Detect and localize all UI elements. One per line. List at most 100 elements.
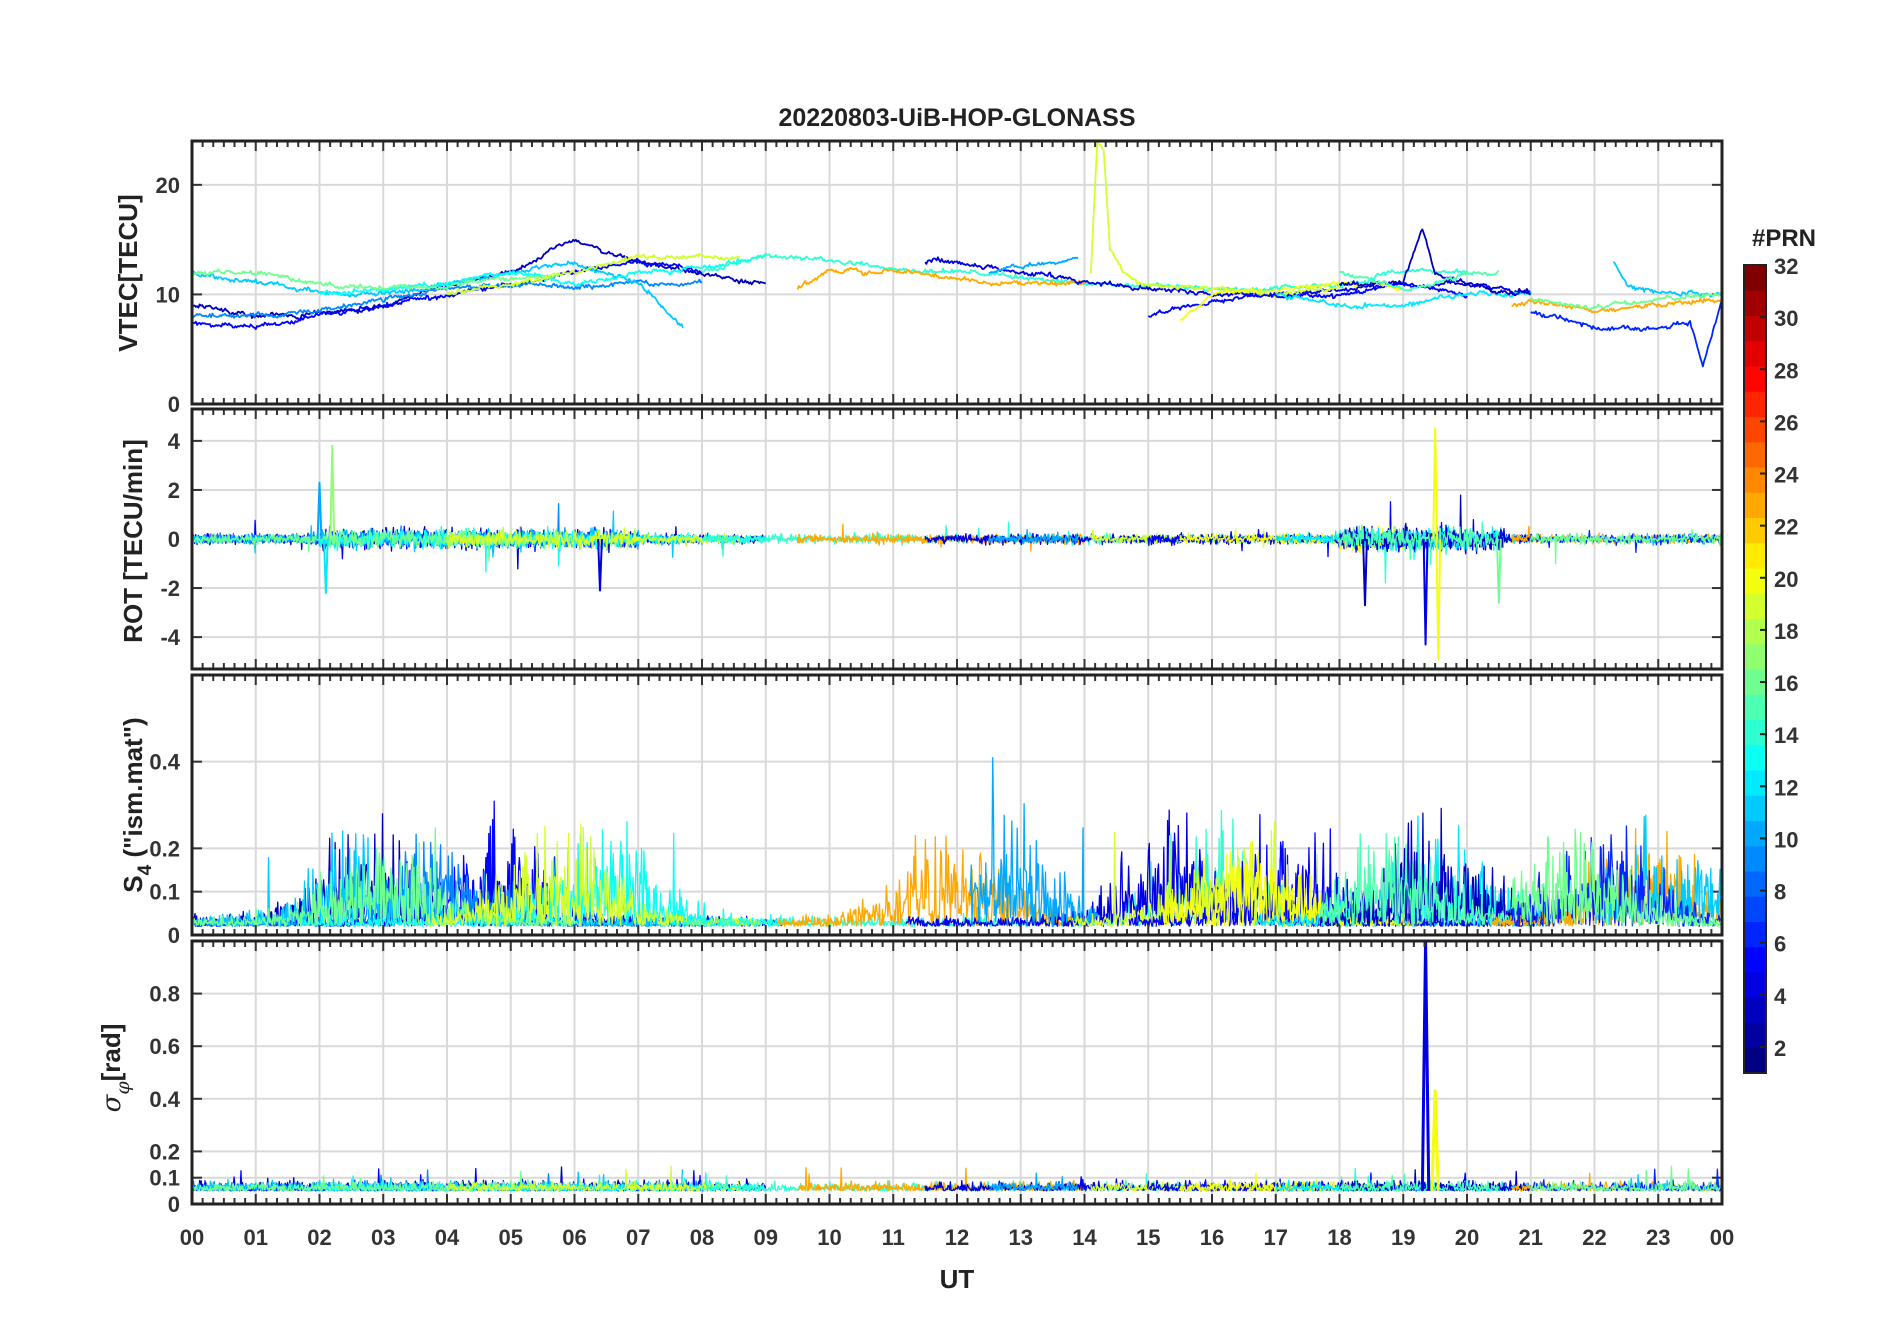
vtec-line-prn-16 bbox=[1530, 292, 1722, 311]
colorbar-segment bbox=[1744, 871, 1766, 897]
vtec-line-prn-19 bbox=[1090, 141, 1341, 299]
colorbar-segment bbox=[1744, 467, 1766, 493]
colorbar-segment bbox=[1744, 896, 1766, 922]
axes-frame-vtec bbox=[190, 139, 1724, 406]
colorbar-segment bbox=[1744, 265, 1766, 291]
colorbar-segment bbox=[1744, 643, 1766, 670]
x-tick-label: 00 bbox=[180, 1225, 204, 1250]
x-tick-label: 04 bbox=[435, 1225, 460, 1250]
y-tick-label-vtec: 20 bbox=[156, 173, 180, 198]
y-tick-label-rot: -2 bbox=[160, 576, 180, 601]
y-tick-label-sigma: 0.6 bbox=[149, 1034, 180, 1059]
colorbar-tick-label: 18 bbox=[1774, 619, 1798, 644]
vtec-line-prn-6 bbox=[1530, 299, 1722, 368]
panel-vtec: 0 10 20 bbox=[156, 139, 1724, 417]
y-tick-label-vtec: 0 bbox=[168, 392, 180, 417]
x-tick-label: 06 bbox=[562, 1225, 586, 1250]
y-tick-label-sigma: 0.2 bbox=[149, 1139, 180, 1164]
vtec-line-prn-23 bbox=[796, 266, 1086, 290]
y-tick-label-rot: -4 bbox=[160, 625, 180, 650]
rot-spike-prn-4 bbox=[597, 538, 603, 592]
colorbar-tick-label: 22 bbox=[1774, 515, 1798, 540]
colorbar-tick-label: 30 bbox=[1774, 306, 1798, 331]
x-tick-label: 10 bbox=[817, 1225, 841, 1250]
x-tick-label: 02 bbox=[307, 1225, 331, 1250]
x-axis-label: UT bbox=[940, 1264, 975, 1294]
colorbar-tick-label: 20 bbox=[1774, 567, 1798, 592]
colorbar-segment bbox=[1744, 391, 1766, 417]
sigma-line-prn-19 bbox=[446, 1165, 741, 1192]
y-tick-label-sigma: 0.8 bbox=[149, 982, 180, 1007]
rot-spike-prn-20 bbox=[1432, 427, 1439, 540]
x-tick-label: 20 bbox=[1455, 1225, 1479, 1250]
sigma-line-prn-15 bbox=[1339, 1173, 1500, 1192]
x-tick-labels: 00 01 02 03 04 05 06 07 08 09 10 11 12 13 14 15 16 17 18 19… bbox=[180, 1225, 1734, 1250]
x-tick-label: 01 bbox=[244, 1225, 268, 1250]
rot-spike-prn-4 bbox=[1422, 538, 1429, 646]
colorbar-tick-label: 4 bbox=[1774, 984, 1787, 1009]
x-tick-label: 09 bbox=[754, 1225, 778, 1250]
x-tick-label: 11 bbox=[882, 1225, 905, 1250]
y-tick-label-sigma: 0.4 bbox=[149, 1087, 180, 1112]
colorbar-segment bbox=[1744, 921, 1766, 948]
series-group-vtec bbox=[192, 141, 1722, 368]
rot-spike-prn-17 bbox=[329, 444, 336, 540]
panel-s4: 0 0.1 0.2 0.4 bbox=[149, 673, 1724, 948]
colorbar-segment bbox=[1744, 593, 1766, 619]
x-tick-label: 22 bbox=[1582, 1225, 1606, 1250]
rot-line-prn-16 bbox=[1530, 528, 1722, 565]
colorbar-tick-label: 2 bbox=[1774, 1036, 1786, 1061]
x-tick-label: 07 bbox=[626, 1225, 650, 1250]
colorbar-tick-label: 24 bbox=[1774, 463, 1799, 488]
colorbar-segment bbox=[1744, 845, 1766, 872]
colorbar-tick-label: 32 bbox=[1774, 254, 1798, 279]
x-tick-label: 15 bbox=[1136, 1225, 1160, 1250]
vtec-line-prn-23 bbox=[1511, 297, 1722, 314]
x-tick-label: 21 bbox=[1519, 1225, 1543, 1250]
colorbar-segment bbox=[1744, 770, 1766, 796]
colorbar-title: #PRN bbox=[1752, 225, 1816, 252]
vtec-line-prn-10 bbox=[988, 256, 1079, 275]
axes-frame-rot bbox=[190, 407, 1724, 671]
rot-line-prn-19 bbox=[446, 526, 741, 551]
sigma-line-prn-16 bbox=[1530, 1165, 1722, 1192]
colorbar-segment bbox=[1744, 669, 1766, 695]
x-tick-label: 12 bbox=[945, 1225, 969, 1250]
colorbar-segment bbox=[1744, 1022, 1766, 1049]
colorbar-segment bbox=[1744, 568, 1766, 594]
y-tick-label-sigma: 0.1 bbox=[149, 1166, 180, 1191]
colorbar-tick-label: 6 bbox=[1774, 932, 1786, 957]
rot-spike-prn-20 bbox=[1435, 538, 1442, 661]
colorbar-tick-label: 10 bbox=[1774, 827, 1798, 852]
panel-sigma: 00.10.2 0.4 0.6 0.8 bbox=[149, 939, 1724, 1217]
colorbar-segment bbox=[1744, 719, 1766, 746]
s4-line-prn-15 bbox=[1319, 833, 1519, 927]
colorbar-tick-label: 14 bbox=[1774, 723, 1799, 748]
colorbar-frame bbox=[1743, 264, 1767, 1074]
colorbar-tick-label: 28 bbox=[1774, 358, 1798, 383]
series-group-rot bbox=[192, 427, 1722, 661]
x-tick-label: 17 bbox=[1264, 1225, 1288, 1250]
colorbar-segment bbox=[1744, 517, 1766, 544]
y-tick-label-sigma: 0 bbox=[168, 1192, 180, 1217]
vtec-line-prn-12 bbox=[1275, 290, 1531, 310]
s4-line-prn-10 bbox=[969, 756, 1098, 927]
rot-line-prn-10 bbox=[988, 529, 1079, 545]
colorbar-segment bbox=[1744, 795, 1766, 821]
colorbar-segment bbox=[1744, 820, 1766, 847]
y-tick-label-s4: 0.4 bbox=[149, 750, 180, 775]
colorbar-segment bbox=[1744, 492, 1766, 518]
s4-line-prn-16 bbox=[1510, 828, 1722, 927]
y-tick-label-s4: 0.2 bbox=[149, 836, 180, 861]
colorbar-segment bbox=[1744, 1047, 1766, 1074]
rot-spike-prn-12 bbox=[322, 538, 329, 594]
series-group-s4 bbox=[192, 756, 1722, 927]
colorbar-segment bbox=[1744, 972, 1766, 998]
colorbar-segment bbox=[1744, 290, 1766, 316]
y-axis-label-rot: ROT [TECU/min] bbox=[118, 439, 148, 643]
s4-line-prn-16 bbox=[192, 827, 582, 927]
y-tick-label-s4: 0.1 bbox=[149, 880, 180, 905]
panel-rot: -4 -2 0 2 4 bbox=[160, 407, 1724, 671]
